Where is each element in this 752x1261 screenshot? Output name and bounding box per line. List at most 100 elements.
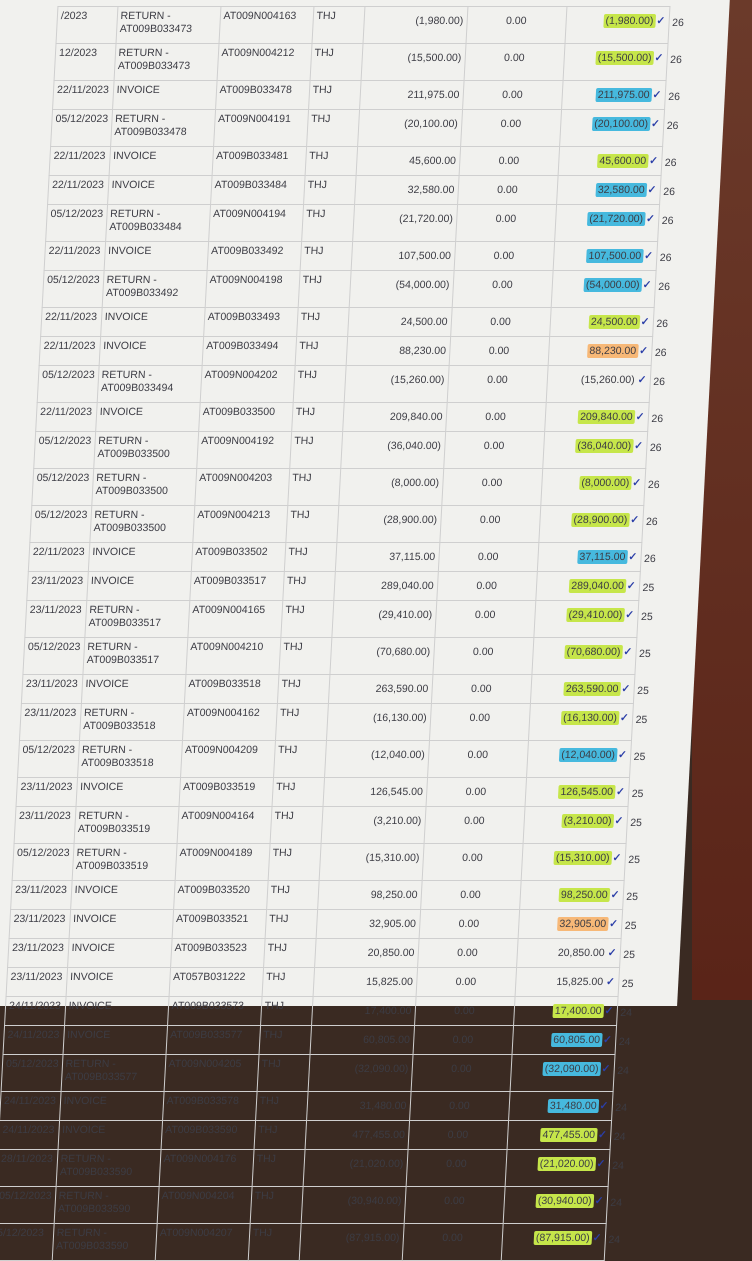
type-cell: THJ (267, 843, 321, 881)
amount-cell: (28,900.00) (336, 505, 442, 543)
balance-cell: 477,455.00 ✓ (506, 1120, 612, 1150)
type-cell: THJ (273, 740, 327, 778)
table-row: 24/11/2023 INVOICE AT009B033578 THJ 31,480.0… (0, 1091, 638, 1121)
table-row: 24/11/2023 INVOICE AT009B033577 THJ 60,805.0… (3, 1025, 641, 1055)
description-line: RETURN - (78, 810, 130, 822)
description-ref: AT009B033500 (93, 522, 167, 534)
description-ref: AT009B033519 (75, 860, 149, 872)
type-cell: THJ (282, 571, 335, 601)
table-row: 05/12/2023 RETURN - AT009B033478 AT009N0041… (50, 109, 690, 147)
type-cell: THJ (280, 600, 334, 638)
check-mark-icon: ✓ (631, 477, 642, 489)
reference-cell: AT009B033484 (210, 175, 305, 205)
description-line: RETURN - (65, 1058, 117, 1070)
date-cell: 05/12/2023 (33, 431, 96, 469)
balance-cell: 209,840.00 ✓ (544, 402, 649, 432)
reference-cell: AT057B031222 (168, 967, 264, 997)
date-cell: 05/12/2023 (37, 365, 99, 403)
page-number-note: 26 (643, 552, 657, 565)
description-ref: AT009B033577 (64, 1071, 138, 1083)
balance-cell: 17,400.00 ✓ (513, 996, 618, 1026)
check-mark-icon: ✓ (638, 345, 649, 357)
check-mark-icon: ✓ (626, 580, 636, 592)
type-cell: THJ (304, 146, 358, 176)
page-number-note: 26 (651, 412, 664, 425)
zero-cell: 0.00 (429, 703, 530, 741)
type-cell: THJ (309, 43, 363, 81)
date-cell: 22/11/2023 (49, 146, 111, 176)
date-cell: 22/11/2023 (52, 80, 114, 110)
date-cell: 05/12/2023 (22, 637, 85, 675)
reference-cell: AT009N004213 (192, 505, 288, 543)
date-cell: 05/12/2023 (0, 1186, 56, 1224)
amount-cell: (54,000.00) (348, 270, 454, 308)
table-row: 23/11/2023 INVOICE AT009B033519 THJ 126,545.… (16, 777, 654, 807)
reference-cell: AT009B033502 (190, 542, 286, 572)
balance-cell: 31,480.00 ✓ (508, 1091, 613, 1121)
table-row: 23/11/2023 INVOICE AT009B033520 THJ 98,250.0… (10, 880, 649, 910)
amount-cell: 289,040.00 (333, 571, 438, 601)
zero-cell: 0.00 (455, 204, 557, 242)
amount-cell: (32,090.00) (307, 1054, 413, 1092)
description-cell: RETURN - AT009B033519 (73, 806, 179, 844)
zero-cell: 0.00 (421, 843, 523, 881)
check-mark-icon: ✓ (614, 815, 624, 827)
highlighted-balance: (20,100.00) (591, 117, 651, 131)
reference-cell: AT009B033523 (170, 938, 265, 968)
description-cell: INVOICE (68, 909, 174, 939)
amount-cell: 211,975.00 (359, 80, 464, 110)
zero-cell: 0.00 (417, 938, 518, 968)
type-cell: THJ (275, 703, 328, 741)
reference-cell: AT009N004210 (185, 637, 281, 675)
description-cell: RETURN - AT009B033473 (115, 6, 221, 44)
page-number-note: 26 (661, 214, 674, 227)
description-line: INVOICE (63, 1095, 108, 1107)
reference-cell: AT009N004202 (199, 365, 295, 403)
description-ref: AT009B033517 (88, 617, 162, 629)
reference-cell: AT009B033517 (189, 571, 284, 601)
description-line: INVOICE (66, 1029, 111, 1041)
highlighted-balance: 20,850.00 (557, 947, 605, 959)
description-line: RETURN - (83, 707, 135, 719)
page-number-note: 26 (666, 119, 679, 132)
type-cell: THJ (253, 1120, 307, 1150)
page-number-note: 25 (624, 919, 637, 932)
description-line: RETURN - (81, 744, 133, 756)
description-line: RETURN - (58, 1190, 110, 1202)
description-ref: AT009B033484 (109, 221, 182, 233)
balance-cell: 88,230.00 ✓ (547, 336, 653, 366)
description-cell: RETURN - AT009B033500 (89, 505, 195, 543)
amount-cell: 126,545.00 (322, 777, 428, 807)
date-cell: 23/11/2023 (7, 938, 69, 968)
check-mark-icon: ✓ (650, 118, 661, 130)
zero-cell: 0.00 (451, 270, 553, 308)
page-number-note: 24 (613, 1130, 626, 1143)
table-row: 22/11/2023 INVOICE AT009B033484 THJ 32,580.0… (47, 175, 686, 205)
table-row: 05/12/2023 RETURN - AT009B033517 AT009N0042… (22, 637, 662, 675)
balance-cell: (3,210.00) ✓ (522, 806, 628, 844)
reference-cell: AT009N004207 (154, 1223, 250, 1261)
balance-cell: (20,100.00) ✓ (559, 109, 665, 147)
check-mark-icon: ✓ (599, 1100, 609, 1112)
page-number-note: 25 (633, 750, 646, 763)
type-cell: THJ (258, 1025, 312, 1055)
amount-cell: 60,805.00 (309, 1025, 415, 1055)
date-cell: 23/11/2023 (9, 909, 71, 939)
description-cell: INVOICE (67, 938, 172, 968)
reference-cell: AT009B033521 (171, 909, 267, 939)
description-line: RETURN - (109, 208, 161, 220)
check-mark-icon: ✓ (633, 440, 644, 452)
table-row: 05/12/2023 RETURN - AT009B033577 AT009N0042… (1, 1054, 640, 1092)
date-cell: 24/11/2023 (3, 1025, 65, 1055)
table-row: 12/2023 RETURN - AT009B033473 AT009N004212 T… (54, 43, 693, 81)
check-mark-icon: ✓ (656, 15, 666, 27)
check-mark-icon: ✓ (645, 213, 656, 225)
type-cell: THJ (256, 1054, 310, 1092)
balance-cell: 45,600.00 ✓ (557, 146, 663, 176)
page-number-note: 26 (649, 441, 662, 454)
highlighted-balance: (1,980.00) (603, 14, 656, 28)
description-cell: INVOICE (87, 542, 193, 572)
description-ref: AT009B033500 (95, 485, 169, 497)
description-line: INVOICE (68, 1000, 113, 1012)
balance-cell: 32,580.00 ✓ (556, 175, 661, 205)
